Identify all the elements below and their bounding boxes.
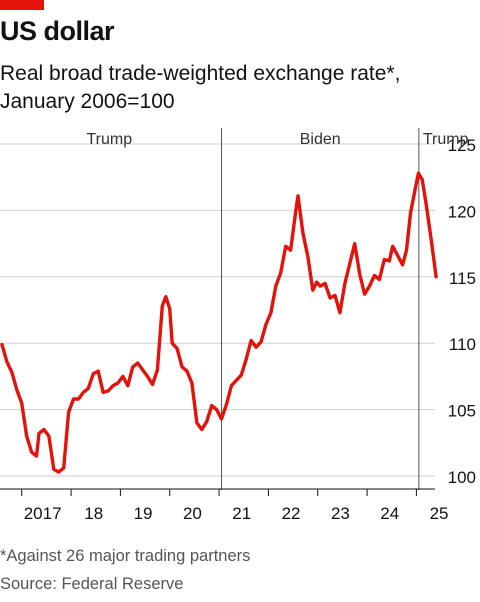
y-tick-label: 105 bbox=[448, 402, 476, 421]
x-tick-label: 22 bbox=[282, 504, 301, 523]
x-tick-label: 2017 bbox=[24, 504, 62, 523]
x-axis bbox=[0, 488, 435, 496]
x-tick-label: 24 bbox=[380, 504, 399, 523]
x-tick-label: 18 bbox=[84, 504, 103, 523]
y-tick-label: 115 bbox=[449, 269, 476, 288]
x-tick-label: 21 bbox=[232, 504, 251, 523]
y-tick-labels: 100 105 110 115 120 125 bbox=[448, 136, 476, 487]
chart-title: US dollar bbox=[0, 16, 115, 46]
source-note: Source: Federal Reserve bbox=[0, 575, 184, 593]
brand-accent-bar bbox=[0, 0, 44, 10]
subtitle-line-2: January 2006=100 bbox=[0, 90, 175, 113]
y-tick-label: 110 bbox=[449, 335, 476, 354]
subtitle-line-1: Real broad trade-weighted exchange rate*… bbox=[0, 62, 401, 85]
series-line bbox=[0, 171, 438, 474]
y-tick-label: 125 bbox=[448, 136, 476, 155]
x-tick-labels: 2017 18 19 20 21 22 23 24 25 bbox=[24, 504, 449, 523]
x-tick-label: 25 bbox=[430, 504, 449, 523]
footnote: *Against 26 major trading partners bbox=[0, 547, 251, 565]
y-tick-label: 120 bbox=[448, 202, 476, 221]
x-tick-label: 20 bbox=[183, 504, 202, 523]
chart-subtitle: Real broad trade-weighted exchange rate*… bbox=[0, 60, 470, 116]
term-divider-layer bbox=[221, 128, 420, 490]
grid-layer bbox=[0, 143, 435, 477]
period-labels: Trump Biden Trump bbox=[86, 131, 468, 148]
series-layer bbox=[0, 171, 438, 474]
period-label-biden: Biden bbox=[300, 131, 341, 148]
y-tick-label: 100 bbox=[448, 468, 476, 487]
x-tick-label: 23 bbox=[331, 504, 350, 523]
period-label-trump: Trump bbox=[86, 131, 132, 148]
period-label-trump: Trump bbox=[423, 131, 469, 148]
x-tick-label: 19 bbox=[134, 504, 153, 523]
exchange-rate-chart: 100 105 110 115 120 125 Trump Biden Trump 2017 1… bbox=[0, 128, 476, 523]
